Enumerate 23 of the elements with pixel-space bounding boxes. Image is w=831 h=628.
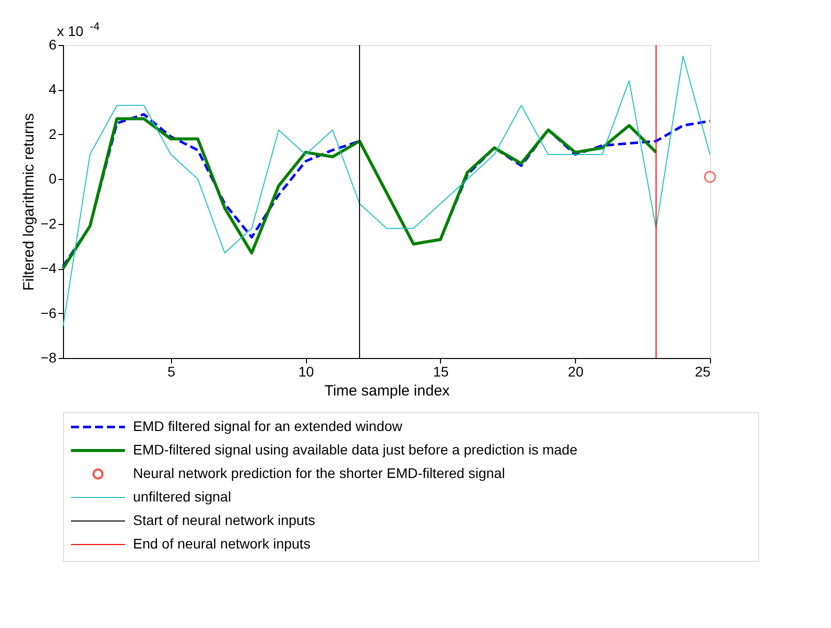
y-tick-label: 4: [48, 81, 57, 98]
legend-label: EMD-filtered signal using available data just before a prediction is made: [133, 442, 578, 458]
x-tick-label: 25: [694, 364, 711, 380]
y-tick-label: 0: [48, 170, 57, 187]
legend-label: Neural network prediction for the shorter EMD-filtered signal: [133, 465, 505, 481]
line-series: [62, 56, 710, 328]
legend-label: Start of neural network inputs: [133, 512, 316, 528]
y-tick-label: −2: [40, 215, 57, 232]
x-tick-label: 15: [433, 364, 449, 380]
legend-label: End of neural network inputs: [133, 536, 310, 552]
y-tick-label: 2: [48, 126, 57, 142]
x-axis-title: Time sample index: [324, 382, 450, 400]
x-tick-label: 20: [568, 364, 584, 380]
y-tick-label: 6: [48, 36, 57, 52]
y-axis-title: Filtered logarithmic returns: [20, 113, 38, 291]
y-tick-label: −6: [40, 304, 57, 321]
legend-label: EMD filtered signal for an extended window: [133, 418, 404, 434]
y-tick-label: −8: [40, 350, 57, 366]
text: x 10-4: [57, 21, 100, 39]
x-tick-label: 10: [298, 364, 314, 380]
x-tick-label: 5: [167, 364, 176, 380]
y-tick-label: −4: [40, 260, 57, 276]
legend-label: unfiltered signal: [133, 488, 232, 504]
